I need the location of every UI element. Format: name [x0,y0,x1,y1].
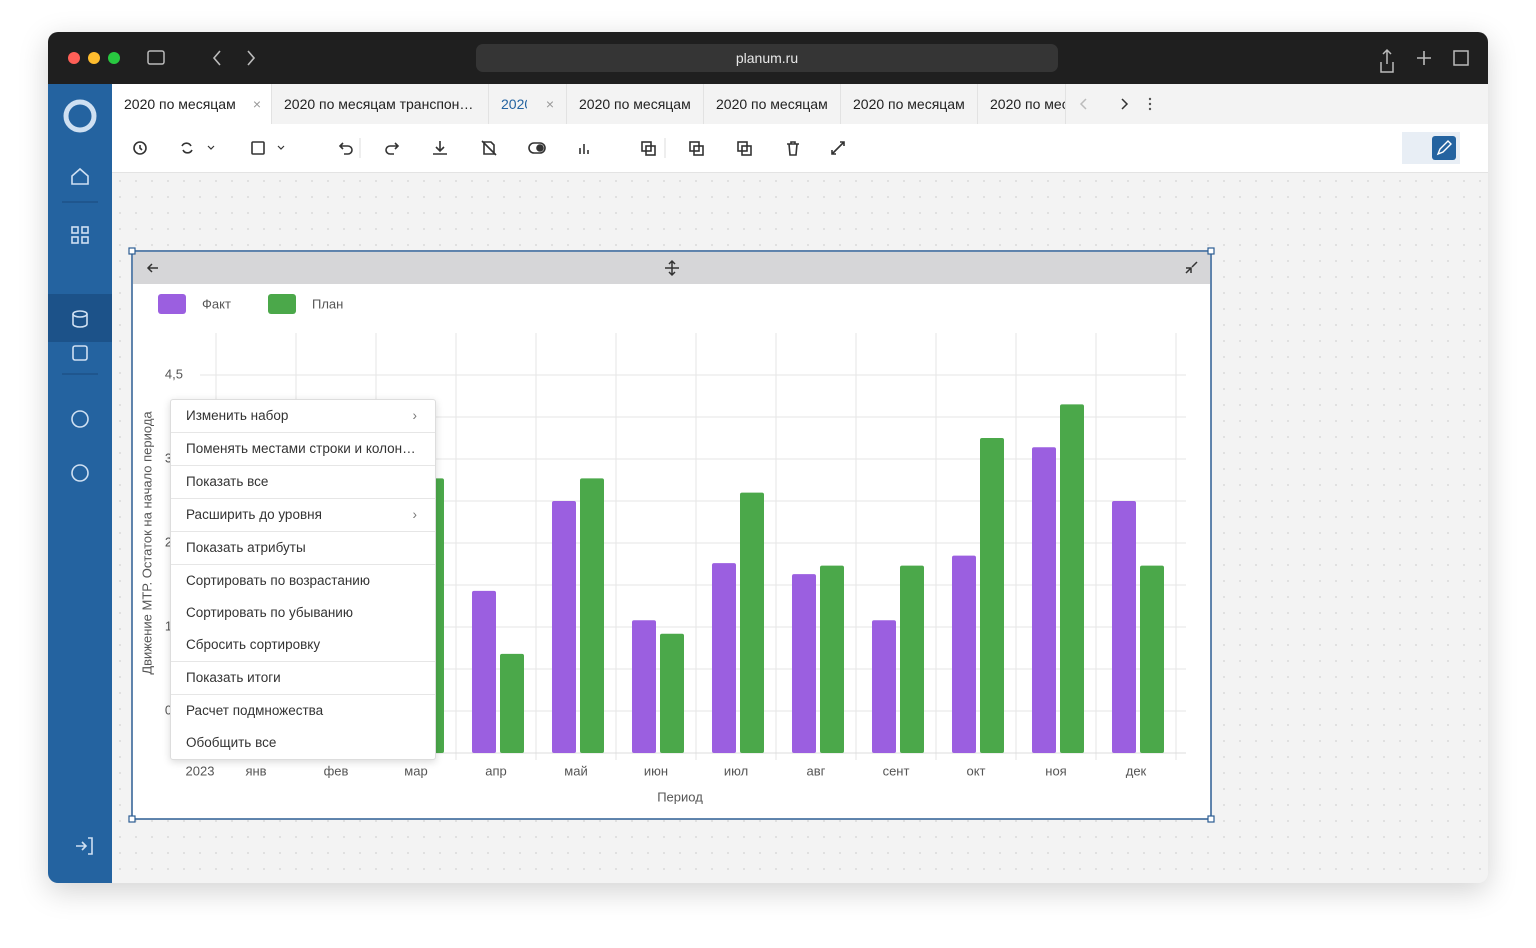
bar [660,633,684,753]
legend-swatch [268,294,296,314]
bar [552,501,576,753]
tab[interactable]: 2020 по месяцам × [112,84,272,124]
menu-item[interactable]: Расширить до уровня › [171,498,435,531]
menu-item[interactable]: Расчет подмножества [171,694,435,727]
bar [500,653,524,753]
tab[interactable]: 2020 по месяцам [978,84,1066,124]
menu-item[interactable]: Изменить набор › [186,408,417,423]
x-tick-label: авг [807,763,826,778]
x-tick-label: мар [404,763,427,778]
bar [1032,447,1056,753]
tab[interactable]: 2020× [489,84,567,124]
bar [952,555,976,753]
x-group-label: 2023 [186,763,215,778]
bar [1060,404,1084,753]
bar [980,438,1004,753]
bar [580,478,604,753]
x-tick-label: дек [1126,763,1147,778]
tab-bar: 2020 по месяцам × 2020 по месяцам транспо… [112,84,1488,124]
x-tick-label: май [564,763,587,778]
tab[interactable]: 2020 по месяцам транспон… [272,84,489,124]
bar [872,620,896,753]
x-tick-label: июн [644,763,668,778]
tab[interactable]: 2020 по месяцам [704,84,841,124]
menu-item[interactable]: Сортировать по возрастанию [171,564,435,597]
bar [740,492,764,753]
tab[interactable]: 2020 по месяцам [841,84,978,124]
y-axis-title: Движение МТР. Остаток на начало периода [139,411,154,675]
toolbar [112,124,1488,173]
menu-item[interactable]: Поменять местами строки и колон… [171,432,435,465]
legend-label: План [312,296,343,311]
bar [712,563,736,753]
bar [1140,565,1164,753]
bar [632,620,656,753]
legend-swatch [158,294,186,314]
x-tick-label: сент [883,763,910,778]
sidebar-icons [48,99,112,855]
menu-item[interactable]: Показать атрибуты [171,531,435,564]
menu-item[interactable]: Показать итоги [171,661,435,694]
x-tick-label: апр [485,763,507,778]
bar [820,565,844,753]
sidebar [48,84,112,883]
legend-label: Факт [202,296,231,311]
bar [900,565,924,753]
y-tick-label: 4,5 [165,366,183,381]
title-bar: planum.ru [48,32,1488,84]
x-axis-title: Период [657,789,703,804]
x-tick-label: фев [324,763,349,778]
menu-item[interactable]: Сортировать по убыванию [186,605,353,620]
address-bar[interactable]: planum.ru [476,44,1058,72]
tab-scroll[interactable] [1066,84,1172,124]
bar [472,590,496,753]
x-tick-label: янв [245,763,266,778]
x-tick-label: июл [724,763,748,778]
bar [1112,501,1136,753]
menu-item[interactable]: Обобщить все [186,735,277,750]
x-tick-label: окт [966,763,985,778]
title-controls [68,48,1469,73]
toolbar-icons[interactable] [112,124,1488,172]
widget-header-icons[interactable] [146,259,1198,277]
x-tick-label: ноя [1045,763,1066,778]
context-menu: Изменить набор › Поменять местами строки … [170,399,436,760]
bar [792,574,816,753]
menu-item[interactable]: Сбросить сортировку [186,637,321,652]
menu-item[interactable]: Показать все [171,465,435,498]
tab[interactable]: 2020 по месяцам [567,84,704,124]
